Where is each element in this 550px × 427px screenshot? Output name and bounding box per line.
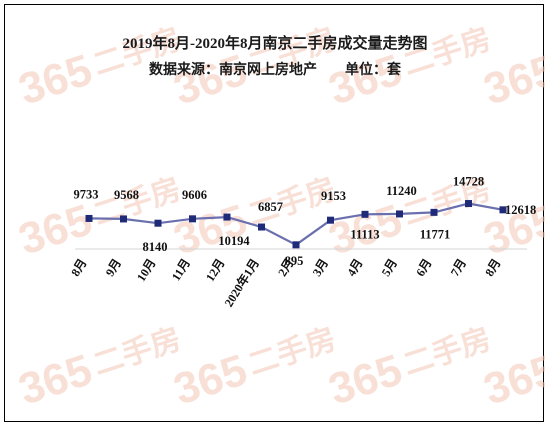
data-label: 9153 bbox=[321, 189, 346, 203]
data-marker bbox=[258, 223, 265, 231]
data-label: 895 bbox=[285, 254, 304, 268]
data-label: 6857 bbox=[258, 200, 283, 214]
data-label: 11240 bbox=[386, 184, 417, 198]
watermark-brand-number: 365 bbox=[13, 45, 98, 114]
x-tick-label: 9月 bbox=[103, 256, 124, 279]
data-marker bbox=[120, 215, 127, 223]
x-tick-label: 5月 bbox=[379, 256, 400, 279]
watermark-brand-number: 365 bbox=[323, 345, 408, 414]
data-label: 9733 bbox=[74, 187, 99, 201]
data-marker bbox=[396, 210, 403, 218]
data-marker bbox=[465, 200, 472, 208]
x-tick-label: 8月 bbox=[68, 256, 89, 279]
chart-title: 2019年8月-2020年8月南京二手房成交量走势图 bbox=[123, 34, 428, 52]
data-marker bbox=[499, 206, 507, 214]
data-marker bbox=[430, 208, 438, 216]
data-label: 12618 bbox=[505, 203, 536, 217]
x-tick-label: 3月 bbox=[310, 256, 331, 279]
x-tick-label: 10月 bbox=[134, 256, 159, 284]
data-marker bbox=[327, 216, 334, 224]
data-marker bbox=[189, 215, 196, 223]
x-tick-label: 12月 bbox=[203, 256, 228, 284]
data-label: 14728 bbox=[453, 175, 484, 189]
data-label: 11113 bbox=[350, 227, 379, 241]
watermark-brand-number: 365 bbox=[323, 45, 408, 114]
watermark-brand-number: 365 bbox=[168, 195, 253, 264]
data-marker bbox=[292, 241, 300, 249]
chart-subtitle: 数据来源：南京网上房地产 单位：套 bbox=[149, 61, 401, 78]
data-marker bbox=[361, 210, 369, 218]
data-label: 10194 bbox=[218, 234, 250, 248]
x-tick-label: 6月 bbox=[413, 256, 434, 279]
watermark-brand-number: 365 bbox=[168, 45, 253, 114]
markers-group bbox=[85, 200, 507, 249]
watermark-brand-number: 365 bbox=[13, 195, 98, 264]
data-label: 9568 bbox=[114, 188, 139, 202]
watermark-brand-number: 365 bbox=[13, 345, 98, 414]
data-marker bbox=[85, 214, 93, 222]
data-label: 8140 bbox=[143, 240, 168, 254]
data-label: 11771 bbox=[420, 227, 451, 241]
data-marker bbox=[154, 219, 162, 227]
chart-frame: 365二手房365二手房365二手房365二手房365二手房365二手房365二… bbox=[4, 4, 545, 422]
data-marker bbox=[223, 213, 231, 221]
data-labels-group: 9733 9568 8140 9606 10194 6857 895 9153 11113 112… bbox=[74, 175, 537, 268]
data-label: 9606 bbox=[182, 188, 207, 202]
x-tick-label: 7月 bbox=[448, 256, 469, 279]
line-chart: 365二手房365二手房365二手房365二手房365二手房365二手房365二… bbox=[13, 23, 545, 415]
watermark-brand-number: 365 bbox=[168, 345, 253, 414]
